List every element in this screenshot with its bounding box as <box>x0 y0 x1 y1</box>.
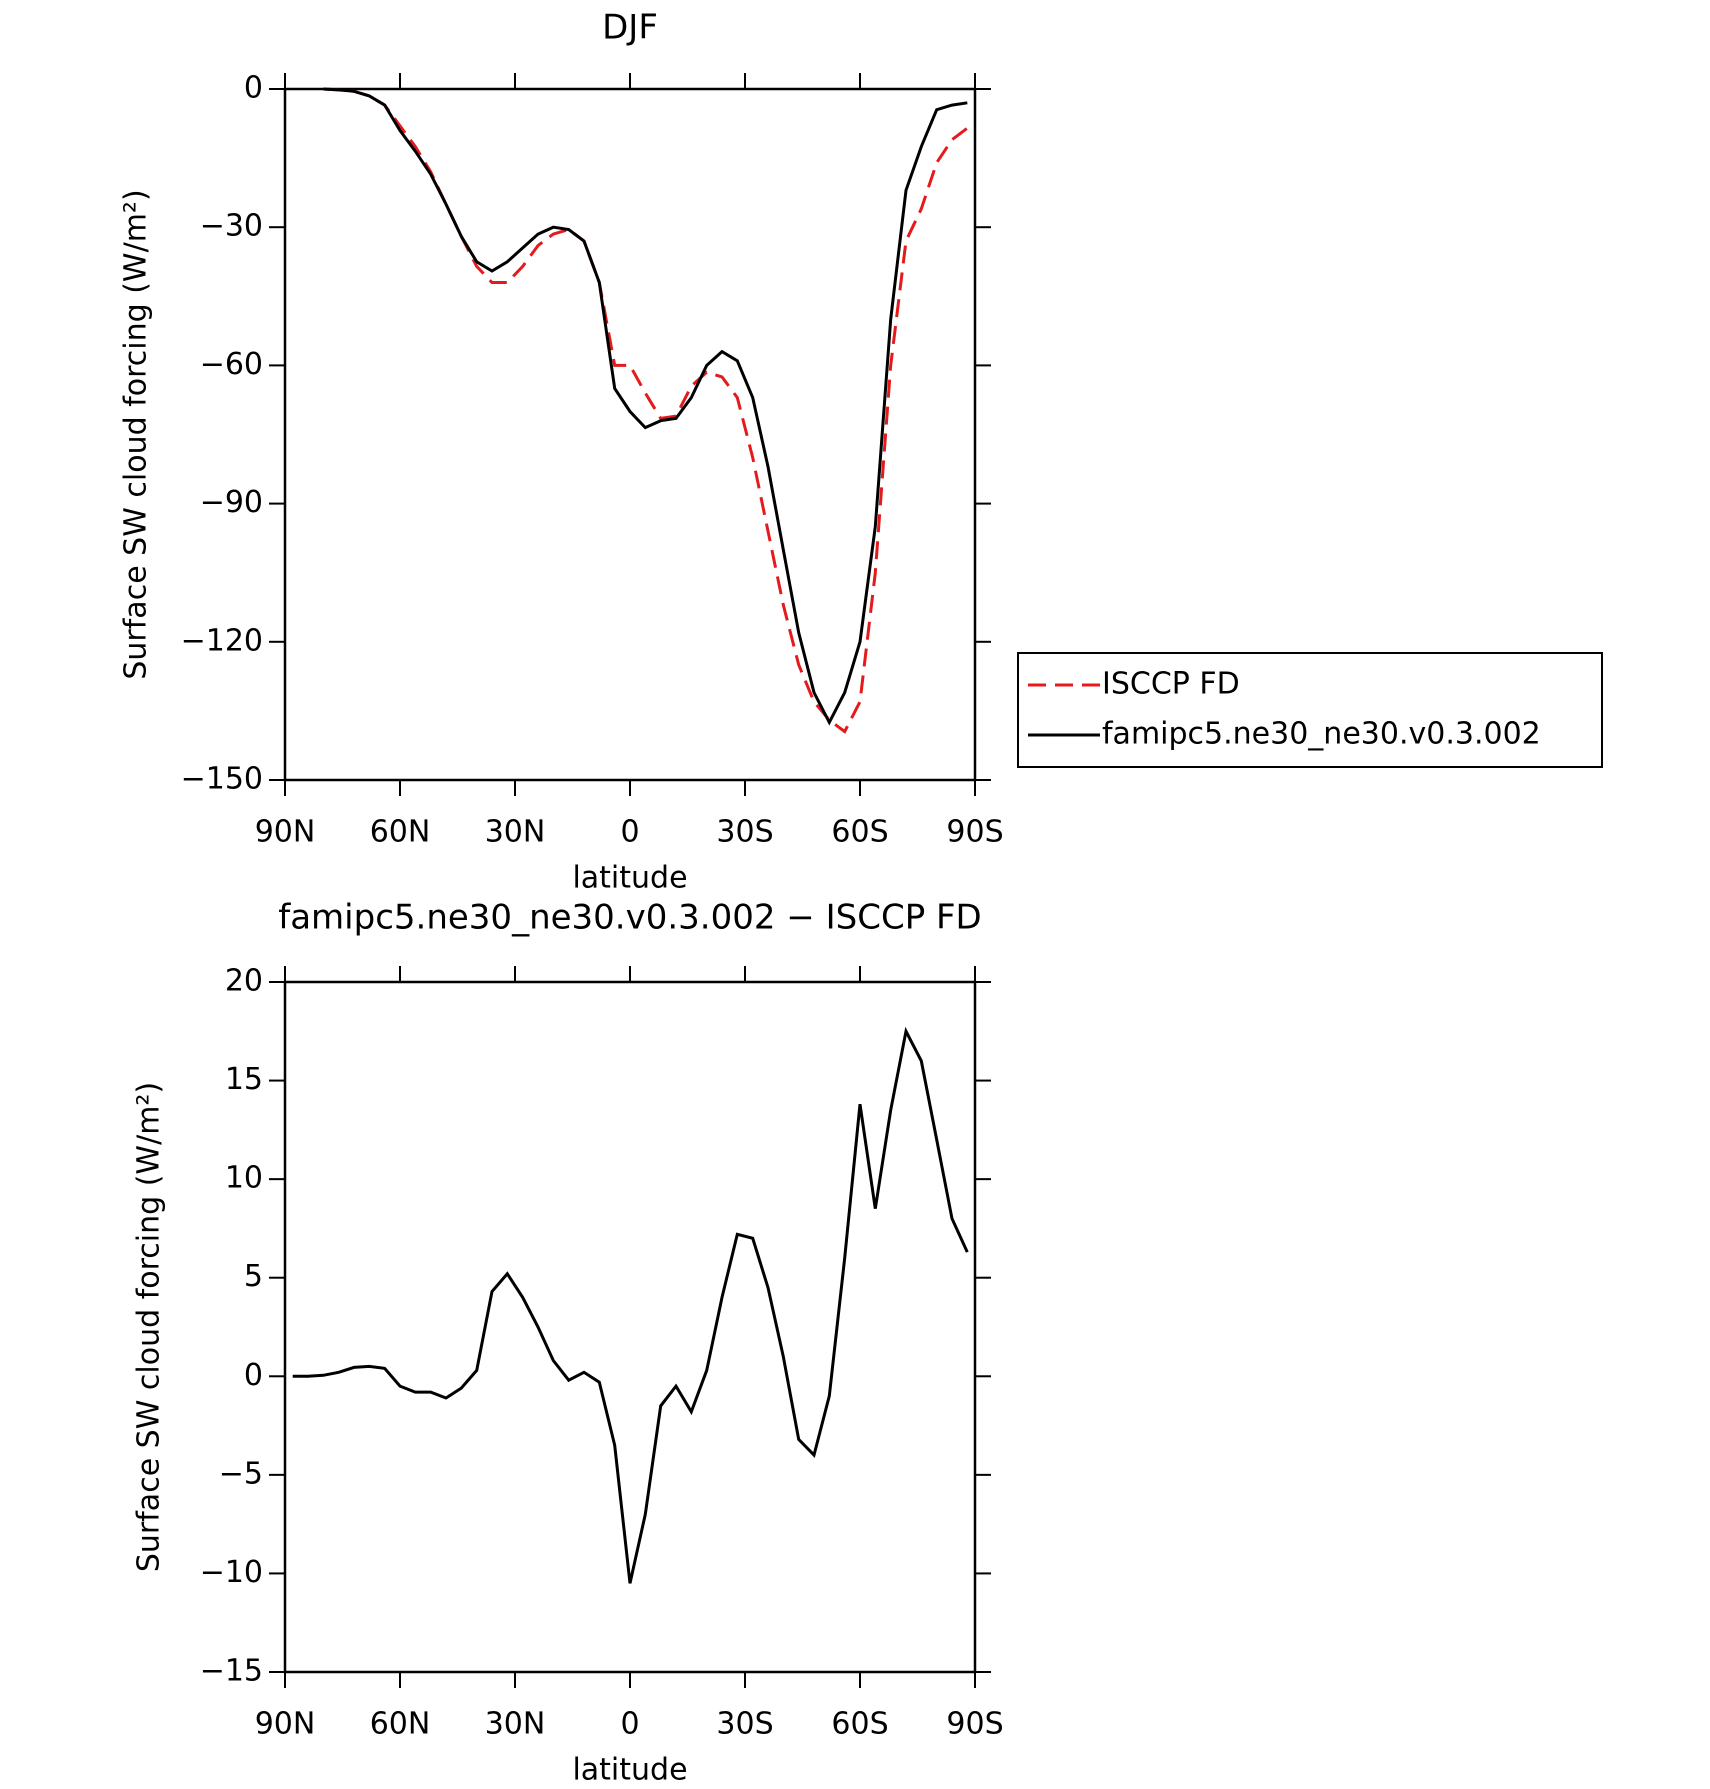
y-tick-label: 0 <box>244 71 263 106</box>
x-tick-label: 60S <box>831 1707 888 1742</box>
y-tick-label: 20 <box>225 964 263 999</box>
y-tick-label: 15 <box>225 1062 263 1097</box>
legend-box <box>1017 652 1603 768</box>
x-tick-label: 0 <box>620 1707 639 1742</box>
x-tick-label: 30S <box>716 815 773 850</box>
y-tick-label: 10 <box>225 1161 263 1196</box>
data-line <box>292 1026 969 1584</box>
y-tick-label: −150 <box>181 762 263 797</box>
x-axis-label: latitude <box>572 1753 687 1788</box>
x-tick-label: 30N <box>485 1707 546 1742</box>
y-tick-label: −60 <box>200 347 263 382</box>
x-tick-label: 90S <box>946 1707 1003 1742</box>
data-line <box>323 87 969 734</box>
legend-label: famipc5.ne30_ne30.v0.3.002 <box>1102 717 1541 752</box>
x-tick-label: 0 <box>620 815 639 850</box>
y-tick-label: −30 <box>200 209 263 244</box>
x-tick-label: 90N <box>255 1707 316 1742</box>
x-tick-label: 60S <box>831 815 888 850</box>
y-tick-label: 5 <box>244 1259 263 1294</box>
chart-title: famipc5.ne30_ne30.v0.3.002 − ISCCP FD <box>278 898 982 938</box>
legend-label: ISCCP FD <box>1102 667 1240 702</box>
x-tick-label: 90S <box>946 815 1003 850</box>
y-tick-label: 0 <box>244 1358 263 1393</box>
x-tick-label: 30S <box>716 1707 773 1742</box>
x-tick-label: 60N <box>370 815 431 850</box>
x-axis-label: latitude <box>572 861 687 896</box>
chart-title: DJF <box>602 8 658 48</box>
x-tick-label: 60N <box>370 1707 431 1742</box>
y-tick-label: −5 <box>219 1456 263 1491</box>
y-tick-label: −15 <box>200 1654 263 1689</box>
data-line <box>323 87 968 726</box>
y-axis-label: Surface SW cloud forcing (W/m²) <box>119 189 154 679</box>
plot-frame <box>283 87 977 782</box>
plot-frame <box>283 980 977 1674</box>
y-axis-label: Surface SW cloud forcing (W/m²) <box>132 1082 167 1572</box>
x-tick-label: 90N <box>255 815 316 850</box>
x-tick-label: 30N <box>485 815 546 850</box>
y-tick-label: −10 <box>200 1555 263 1590</box>
y-tick-label: −120 <box>181 623 263 658</box>
y-tick-label: −90 <box>200 485 263 520</box>
